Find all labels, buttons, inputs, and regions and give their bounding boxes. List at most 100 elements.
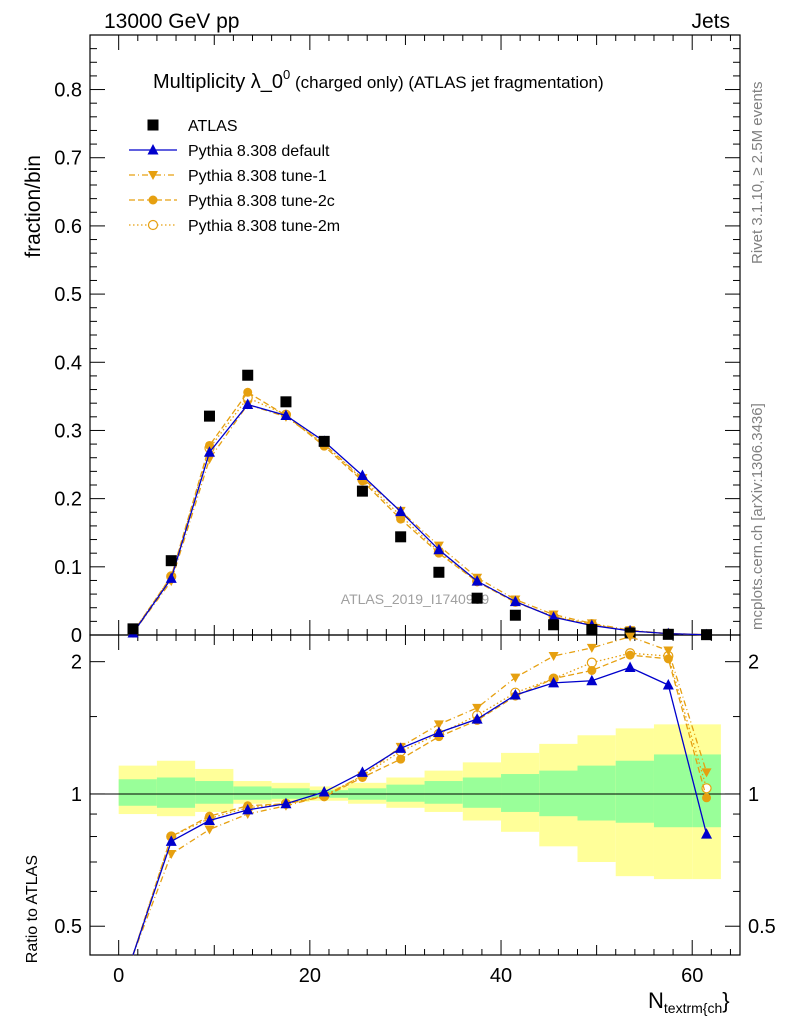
ratio-point	[204, 825, 215, 835]
atlas-point	[127, 623, 139, 635]
ratio-point	[166, 850, 177, 860]
ratio-point	[472, 703, 483, 713]
main-ytick-label: 0.7	[54, 148, 82, 170]
legend-marker	[148, 171, 158, 180]
atlas-point	[165, 555, 177, 567]
header-right: Jets	[691, 10, 730, 33]
main-point	[243, 387, 253, 397]
legend-label: Pythia 8.308 tune-2m	[188, 218, 340, 235]
band-inner	[462, 777, 502, 808]
x-axis-title-sub: textrm{ch	[664, 1000, 722, 1016]
mcplots-label: mcplots.cern.ch [arXiv:1306.3436]	[749, 403, 766, 630]
ratio-point	[318, 786, 330, 797]
legend-marker	[147, 119, 159, 131]
ratio-point	[203, 814, 215, 826]
main-series-line	[132, 391, 707, 636]
main-point	[395, 505, 407, 517]
legend-label: ATLAS	[188, 118, 238, 135]
main-ytick-label: 0.8	[54, 80, 82, 102]
ratio-point	[663, 654, 673, 664]
x-axis-title-tail: }	[722, 988, 729, 1013]
ratio-point	[471, 713, 483, 724]
atlas-point	[548, 619, 560, 631]
ratio-ytick-label-right: 1	[748, 784, 759, 806]
band-inner	[424, 781, 463, 804]
band-inner	[195, 781, 234, 804]
ratio-series-line	[132, 666, 708, 956]
band-inner	[615, 760, 654, 823]
band-inner	[386, 784, 425, 802]
main-point	[509, 595, 521, 607]
main-series-line	[132, 403, 707, 636]
ratio-ytick-label: 2	[71, 652, 82, 674]
x-axis-title: Ntextrm{ch}	[648, 988, 730, 1016]
main-ytick-label: 0.3	[54, 420, 82, 442]
band-inner	[577, 765, 616, 821]
ratio-point	[625, 650, 635, 660]
legend-label: Pythia 8.308 tune-1	[188, 168, 327, 185]
ratio-point	[586, 657, 597, 668]
ratio-series-line	[132, 654, 708, 956]
x-axis-title-main: N	[648, 988, 664, 1013]
main-point	[204, 455, 215, 465]
ratio-xtick-label: 0	[113, 965, 124, 987]
ratio-point	[586, 674, 598, 686]
main-ytick-label: 0.5	[54, 284, 82, 306]
atlas-point	[433, 566, 445, 578]
ratio-point	[433, 726, 445, 737]
legend-marker	[147, 219, 159, 231]
ratio-ytick-label-right: 0.5	[748, 916, 776, 938]
main-ytick-label: 0.1	[54, 557, 82, 579]
ratio-point	[509, 688, 521, 700]
legend-label: Pythia 8.308 default	[188, 143, 330, 160]
atlas-point	[395, 531, 407, 543]
main-ytick-label: 0.2	[54, 489, 82, 511]
main-point	[203, 446, 215, 457]
main-ytick-label: 0.6	[54, 216, 82, 238]
plot-title-main: Multiplicity λ_0	[153, 71, 283, 93]
ratio-point	[280, 797, 292, 809]
atlas-point	[471, 592, 483, 604]
main-ytick-label: 0.4	[54, 352, 82, 374]
main-point	[165, 572, 177, 583]
ratio-series	[132, 632, 713, 956]
plot-title-suffix: (charged only) (ATLAS jet fragmentation)	[290, 73, 603, 92]
main-point	[433, 543, 445, 555]
ratio-point	[662, 678, 674, 690]
watermark: ATLAS_2019_I1740909	[341, 591, 490, 607]
ratio-ytick-label: 1	[71, 784, 82, 806]
main-series-line	[132, 396, 707, 636]
main-point	[548, 611, 560, 622]
atlas-point	[586, 624, 598, 636]
ratio-point	[701, 828, 713, 839]
band-inner	[539, 770, 578, 817]
main-ytick-label: 0	[71, 625, 82, 647]
atlas-point	[662, 628, 674, 640]
main-ylabel: fraction/bin	[22, 155, 45, 258]
ratio-frame	[89, 634, 741, 956]
main-point	[280, 409, 292, 420]
ratio-point	[701, 783, 712, 794]
main-point	[396, 514, 406, 524]
ratio-xtick-label: 20	[299, 965, 321, 987]
plot-title-sup: 0	[283, 67, 290, 82]
ratio-point	[396, 754, 406, 764]
ratio-point	[433, 720, 444, 730]
legend-label: Pythia 8.308 tune-2c	[188, 193, 335, 210]
ratio-point	[510, 673, 521, 683]
main-point	[356, 469, 368, 480]
atlas-point	[203, 410, 215, 422]
band-inner	[233, 786, 272, 800]
band-inner	[118, 779, 157, 806]
band-inner	[653, 754, 693, 828]
ratio-xtick-label: 60	[681, 965, 703, 987]
main-series	[127, 369, 713, 641]
ratio-point	[548, 676, 560, 688]
legend-marker	[147, 144, 159, 155]
ratio-point	[701, 768, 712, 778]
band-inner	[501, 774, 540, 812]
main-point	[204, 440, 214, 450]
ratio-ylabel: Ratio to ATLAS	[24, 855, 41, 963]
atlas-point	[280, 396, 292, 408]
